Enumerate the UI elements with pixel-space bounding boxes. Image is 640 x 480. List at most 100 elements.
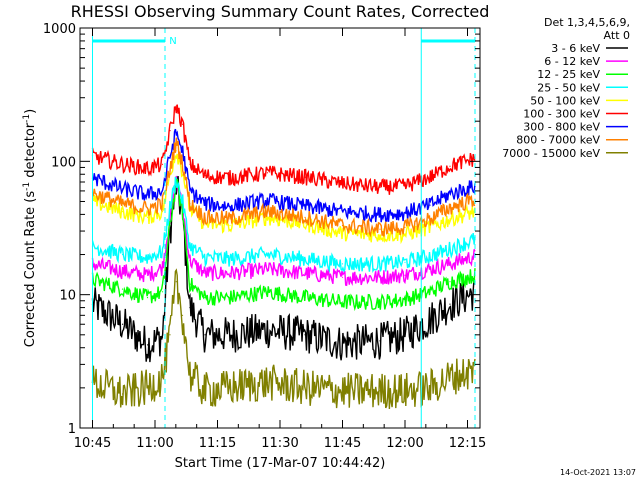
series-point-6-12-kev-8 (204, 272, 206, 274)
series-point-12-25-kev-1 (121, 288, 124, 290)
series-point-25-50-kev-16 (449, 248, 451, 250)
series-point-800-7000-kev-10 (266, 211, 269, 213)
series-point-25-50-kev-14 (404, 261, 406, 263)
series-point-800-7000-kev-7 (189, 203, 191, 205)
series-point-25-50-kev-5 (175, 177, 177, 179)
series-point-12-25-kev-10 (266, 291, 269, 293)
series-point-800-7000-kev-5 (175, 141, 177, 143)
series-point-50-100-kev-14 (404, 233, 406, 235)
series-point-50-100-kev-13 (379, 234, 381, 236)
series-point-12-25-kev-9 (229, 297, 231, 299)
x-axis: 10:45 11:00 11:15 11:30 11:45 12:00 12:15 (74, 28, 486, 451)
series-point-50-100-kev-1 (121, 211, 124, 213)
series-point-7000-15000-kev-3 (161, 376, 164, 378)
x-tick-label-2: 11:15 (199, 436, 236, 451)
series-point-100-300-kev-8 (204, 175, 206, 177)
series-point-7000-15000-kev-4 (169, 334, 171, 336)
y-axis-title-main: Corrected Count Rate (s (23, 191, 38, 348)
series-point-50-100-kev-10 (266, 216, 269, 218)
x-tick-label-4: 11:45 (324, 436, 361, 451)
series-point-800-7000-kev-6 (181, 161, 184, 164)
x-tick-label-5: 12:00 (386, 436, 423, 451)
series-point-100-300-kev-13 (379, 186, 381, 188)
series-point-100-300-kev-1 (121, 163, 124, 165)
series-point-7000-15000-kev-10 (266, 381, 269, 383)
series-point-800-7000-kev-8 (204, 216, 206, 218)
series-point-6-12-kev-2 (146, 274, 149, 276)
series-point-12-25-kev-13 (379, 301, 381, 303)
series-line-800-7000-kev (91, 137, 476, 238)
series-point-3-6-kev-4 (169, 230, 171, 232)
series-point-6-12-kev-1 (121, 270, 124, 272)
y-axis: 1 10 100 1000 (43, 22, 480, 437)
series-point-300-800-kev-13 (379, 213, 381, 215)
series-point-7000-15000-kev-5 (175, 281, 177, 283)
series-point-100-300-kev-9 (229, 177, 231, 179)
legend-label-7000-15000-kev: 7000 - 15000 keV (502, 147, 600, 160)
series-point-100-300-kev-12 (341, 183, 344, 185)
series-point-300-800-kev-12 (341, 211, 344, 213)
series-point-100-300-kev-10 (266, 172, 269, 174)
series-point-7000-15000-kev-16 (449, 376, 451, 378)
y-tick-label-0: 1 (68, 422, 76, 437)
series-point-7000-15000-kev-12 (341, 390, 344, 392)
x-tick-label-6: 12:15 (449, 436, 486, 451)
series-point-300-800-kev-6 (181, 150, 184, 152)
series-point-300-800-kev-9 (229, 205, 231, 207)
series-line-300-800-kev (91, 128, 476, 223)
series-point-6-12-kev-11 (304, 272, 306, 274)
series-point-6-12-kev-16 (449, 263, 451, 265)
series-point-7000-15000-kev-1 (121, 393, 124, 395)
series-point-6-12-kev-3 (161, 266, 164, 269)
legend-label-100-300-kev: 100 - 300 keV (523, 108, 600, 121)
series-point-800-7000-kev-3 (161, 203, 164, 205)
series-point-12-25-kev-4 (169, 224, 171, 227)
legend-header-line2: Att 0 (604, 29, 630, 42)
series-point-12-25-kev-3 (161, 291, 164, 293)
series-point-3-6-kev-1 (121, 323, 124, 325)
series-point-25-50-kev-15 (429, 255, 431, 257)
chart-title: RHESSI Observing Summary Count Rates, Co… (71, 2, 490, 21)
series-point-3-6-kev-2 (146, 344, 149, 346)
series-point-100-300-kev-7 (189, 163, 191, 165)
series-point-300-800-kev-11 (304, 205, 306, 207)
series-point-7000-15000-kev-15 (429, 387, 431, 389)
series-point-100-300-kev-15 (429, 176, 431, 178)
series-point-50-100-kev-16 (449, 218, 451, 220)
series-point-25-50-kev-7 (189, 245, 191, 247)
series-point-25-50-kev-3 (161, 251, 164, 253)
legend-label-300-800-kev: 300 - 800 keV (523, 121, 600, 134)
series-point-300-800-kev-15 (429, 204, 431, 206)
series-point-25-50-kev-1 (121, 253, 124, 256)
series-point-25-50-kev-12 (341, 263, 344, 265)
footer-timestamp: 14-Oct-2021 13:07 (560, 468, 636, 477)
series-point-3-6-kev-9 (229, 334, 231, 336)
series-line-12-25-kev (91, 178, 476, 312)
series-point-300-800-kev-10 (266, 199, 269, 201)
series-point-300-800-kev-8 (204, 203, 206, 205)
series-point-3-6-kev-15 (429, 319, 431, 321)
x-axis-title: Start Time (17-Mar-07 10:44:42) (175, 456, 386, 471)
legend-header-line1: Det 1,3,4,5,6,9, (544, 16, 630, 29)
series-point-3-6-kev-8 (204, 334, 206, 336)
series-point-7000-15000-kev-7 (189, 374, 191, 376)
series-point-300-800-kev-1 (121, 188, 124, 190)
series-point-300-800-kev-5 (175, 131, 177, 133)
series-point-3-6-kev-11 (304, 334, 306, 336)
series-point-7000-15000-kev-9 (229, 387, 231, 389)
series-point-50-100-kev-12 (341, 232, 344, 234)
plot-area: N (91, 28, 476, 428)
series-point-100-300-kev-2 (146, 168, 149, 170)
series-line-25-50-kev (91, 176, 476, 273)
series-point-800-7000-kev-12 (341, 224, 344, 227)
series-point-12-25-kev-12 (341, 301, 344, 303)
series-point-25-50-kev-2 (146, 256, 149, 259)
series-line-7000-15000-kev (91, 268, 476, 410)
series-layer (91, 104, 476, 410)
series-point-25-50-kev-6 (181, 200, 184, 203)
series-point-800-7000-kev-2 (146, 208, 149, 210)
series-point-100-300-kev-6 (181, 123, 184, 125)
series-point-3-6-kev-3 (161, 336, 164, 338)
